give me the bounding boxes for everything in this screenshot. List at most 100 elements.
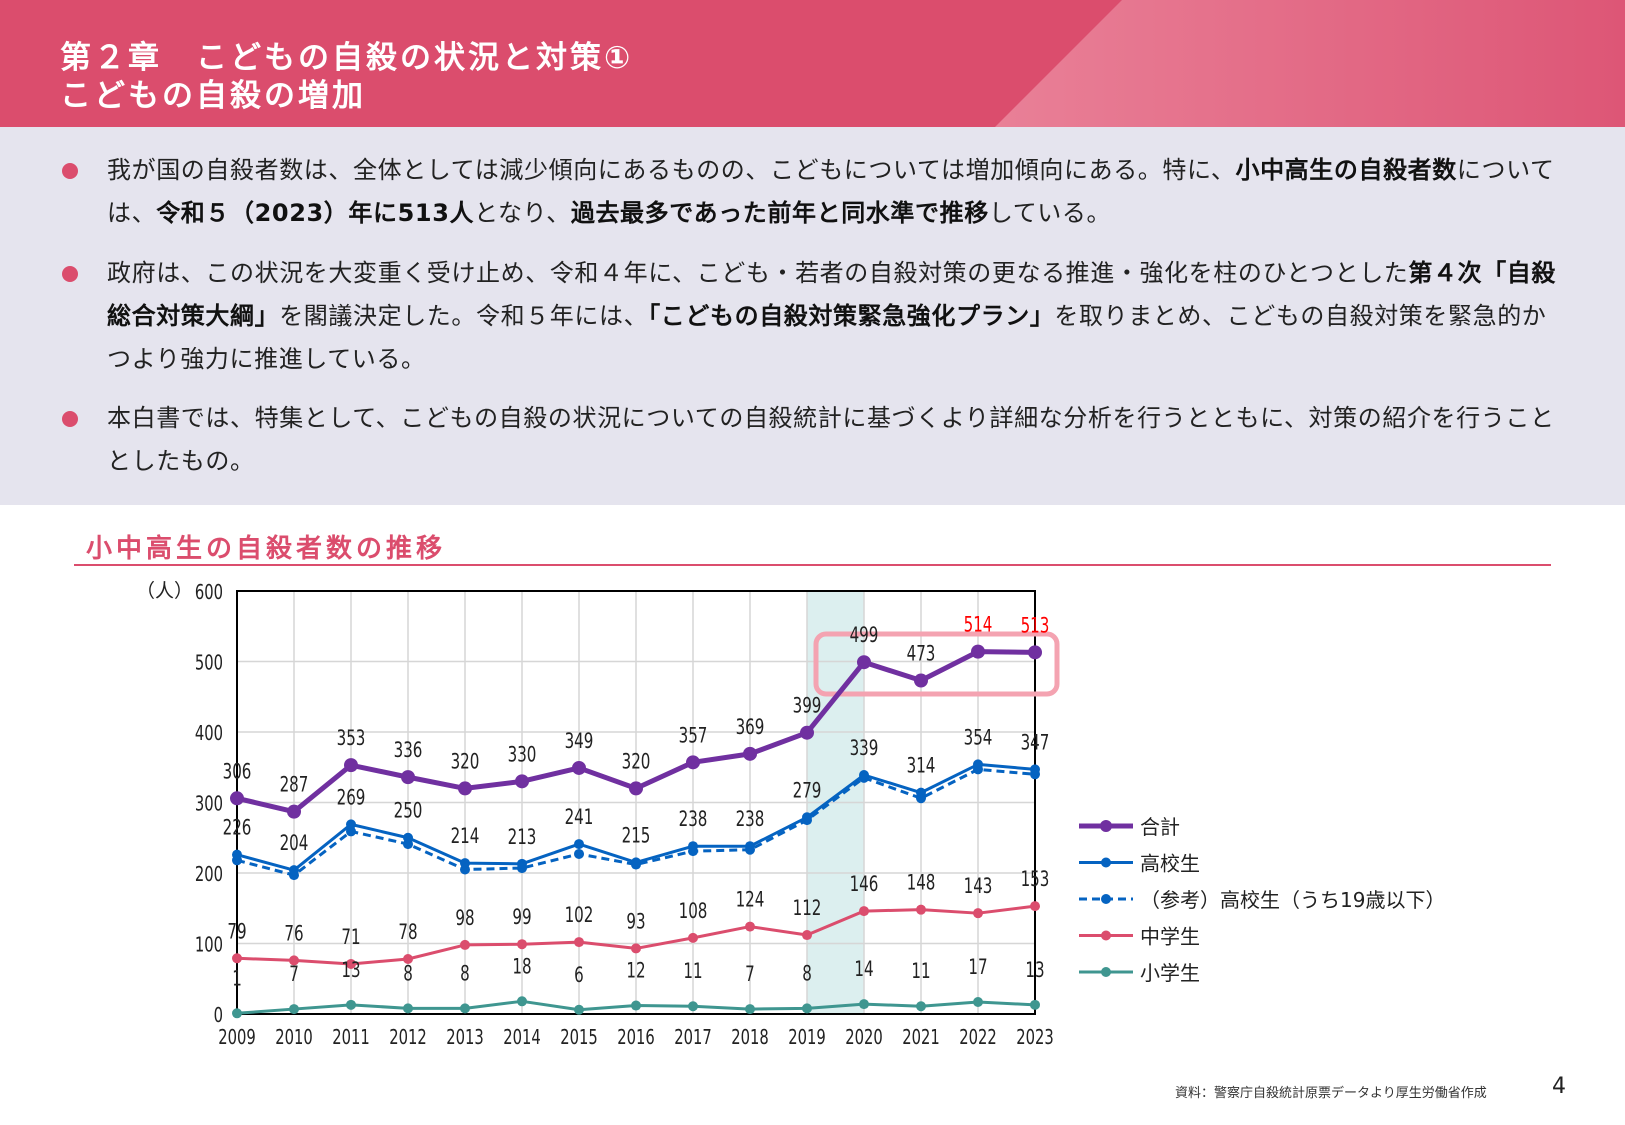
data-label: 347	[1021, 731, 1050, 755]
data-point	[745, 841, 755, 852]
data-point	[344, 758, 358, 773]
data-point	[631, 943, 641, 954]
data-label: 8	[460, 962, 470, 986]
data-label: 7	[745, 962, 755, 986]
data-label: 11	[683, 959, 702, 983]
data-label: 339	[850, 736, 879, 760]
data-label: 238	[679, 807, 708, 831]
data-label: 473	[907, 642, 936, 666]
data-point	[800, 725, 814, 740]
data-label: 12	[626, 959, 645, 983]
data-point	[916, 904, 926, 915]
data-point	[517, 939, 527, 950]
legend-label: 小学生	[1140, 961, 1200, 985]
emphasis-segment: 小中高生の自殺者数	[1235, 156, 1457, 184]
summary-section: 我が国の自殺者数は、全体としては減少傾向にあるものの、こどもについては増加傾向に…	[0, 127, 1625, 505]
y-tick-label: 600	[195, 582, 223, 605]
data-label: 143	[964, 874, 993, 898]
data-point	[289, 865, 299, 876]
bullet-icon	[62, 163, 78, 179]
data-label: 336	[394, 738, 423, 762]
data-point	[971, 644, 985, 659]
data-point	[802, 930, 812, 941]
data-label: 17	[968, 955, 987, 979]
bullet-icon	[62, 411, 78, 427]
data-point	[403, 954, 413, 965]
data-label: 204	[280, 831, 309, 855]
data-point	[289, 955, 299, 966]
data-point	[914, 673, 928, 688]
data-point	[745, 921, 755, 932]
data-label: 214	[451, 824, 480, 848]
data-label: 71	[341, 925, 360, 949]
data-point	[403, 1003, 413, 1014]
data-point	[802, 812, 812, 823]
chart-title: 小中高生の自殺者数の推移	[86, 534, 447, 564]
data-label: 79	[227, 920, 246, 944]
data-label: 148	[907, 871, 936, 895]
x-tick-label: 2023	[1016, 1027, 1053, 1050]
x-tick-label: 2012	[389, 1027, 426, 1050]
data-point	[688, 932, 698, 943]
data-point	[401, 770, 415, 785]
series-line-2	[236, 767, 1036, 877]
data-point	[230, 791, 244, 806]
data-point	[745, 1004, 755, 1015]
data-label: 287	[280, 773, 309, 797]
text-segment: については、	[107, 156, 1555, 227]
data-label: 399	[793, 694, 822, 718]
x-tick-label: 2009	[218, 1027, 255, 1050]
x-tick-label: 2011	[332, 1027, 369, 1050]
data-label: 99	[512, 905, 531, 929]
y-tick-label: 400	[195, 723, 223, 746]
data-label: 146	[850, 872, 879, 896]
text-segment: 本白書では、特集として、こどもの自殺の状況についての自殺統計に基づくより詳細な分…	[107, 404, 1555, 475]
x-tick-label: 2010	[275, 1027, 312, 1050]
data-point	[859, 770, 869, 781]
data-point	[574, 937, 584, 948]
data-point	[743, 746, 757, 761]
data-label: 349	[565, 729, 594, 753]
emphasis-segment: 令和５（2023）年に513人	[156, 199, 475, 227]
data-point	[859, 906, 869, 917]
data-point	[574, 839, 584, 850]
data-label: 11	[911, 959, 930, 983]
bullet-item: 政府は、この状況を大変重く受け止め、令和４年に、こども・若者の自殺対策の更なる推…	[62, 252, 1562, 381]
text-segment: 我が国の自殺者数は、全体としては減少傾向にあるものの、こどもについては増加傾向に…	[107, 156, 1236, 184]
x-tick-label: 2022	[959, 1027, 996, 1050]
bullet-text: 政府は、この状況を大変重く受け止め、令和４年に、こども・若者の自殺対策の更なる推…	[107, 252, 1562, 381]
data-label: 98	[455, 906, 474, 930]
legend-marker-icon	[1101, 930, 1111, 941]
data-point	[287, 804, 301, 819]
data-label: 514	[964, 613, 993, 637]
data-point	[346, 958, 356, 969]
data-point	[346, 999, 356, 1010]
data-point	[1030, 764, 1040, 775]
data-label: 13	[1025, 958, 1044, 982]
data-point	[289, 1004, 299, 1015]
source-note: 資料：警察庁自殺統計原票データより厚生労働省作成	[1175, 1086, 1487, 1101]
data-label: 238	[736, 807, 765, 831]
data-point	[517, 996, 527, 1007]
page-number: 4	[1552, 1074, 1566, 1099]
emphasis-segment: 第４次「自殺総合対策大綱」	[107, 259, 1557, 330]
x-tick-label: 2018	[731, 1027, 768, 1050]
data-label: 1	[232, 967, 242, 991]
legend-label: 合計	[1140, 815, 1180, 839]
header-decoration	[995, 0, 1625, 127]
data-label: 112	[793, 896, 822, 920]
data-label: 314	[907, 754, 936, 778]
data-point	[973, 997, 983, 1008]
highlight-box	[813, 631, 1060, 697]
legend-marker-icon	[1101, 967, 1111, 977]
data-point	[232, 849, 242, 860]
data-point	[1030, 999, 1040, 1010]
page-title: こどもの自殺の増加	[60, 78, 366, 114]
data-point	[688, 1001, 698, 1012]
x-tick-label: 2014	[503, 1027, 540, 1050]
y-tick-label: 200	[195, 864, 223, 887]
data-point	[631, 857, 641, 868]
data-label: 7	[289, 962, 299, 986]
x-tick-label: 2021	[902, 1027, 939, 1050]
legend-label: 高校生	[1140, 852, 1200, 876]
